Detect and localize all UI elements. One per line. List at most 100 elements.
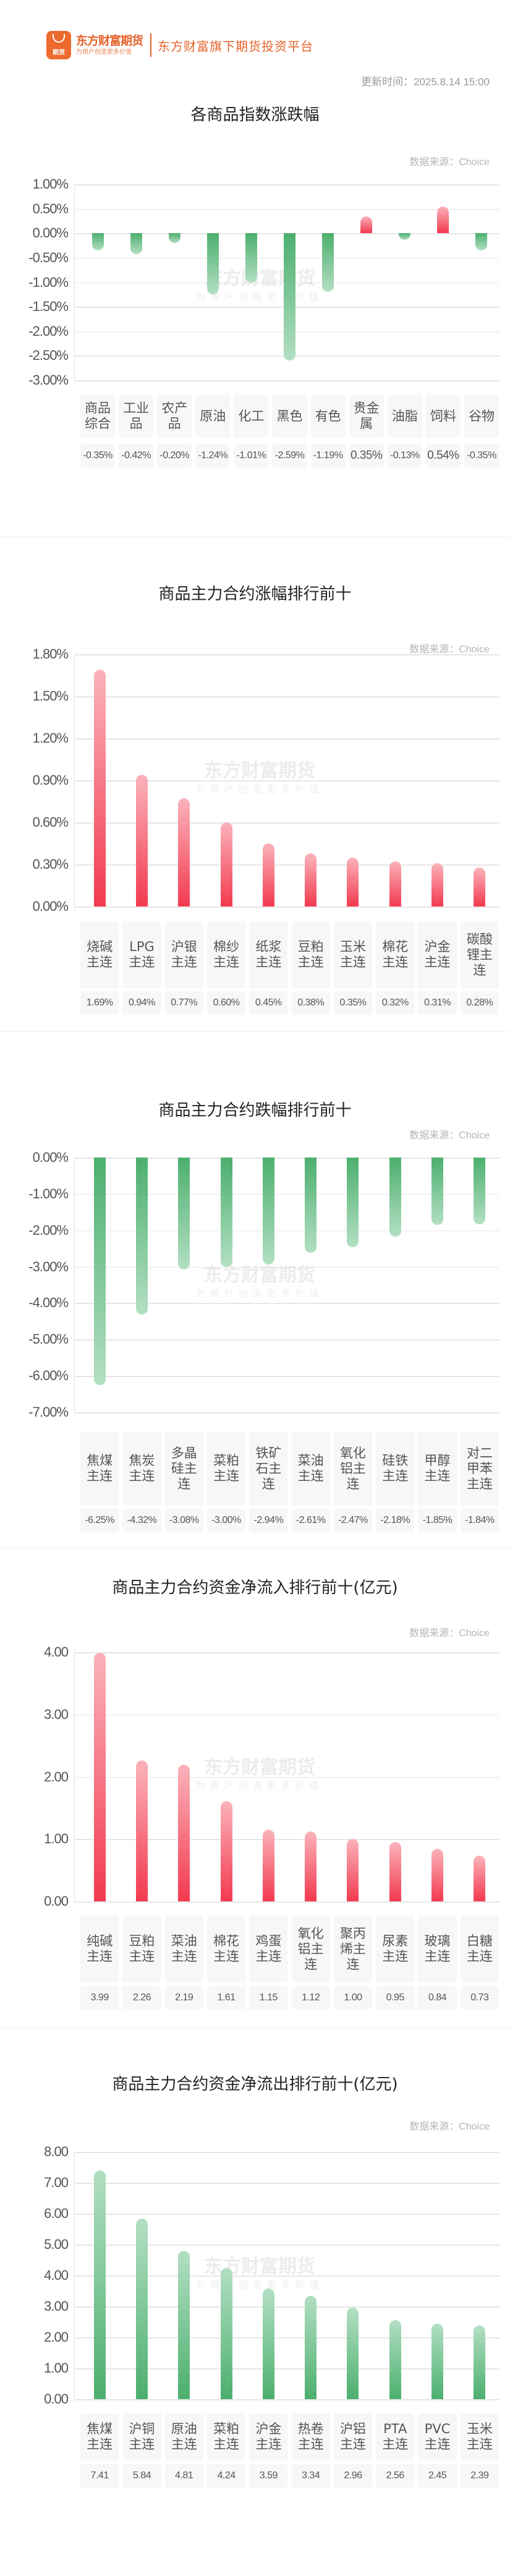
gridline [74,1412,499,1414]
gridline [74,696,499,697]
category-label: 工业品 [119,395,154,438]
gridline [74,2214,499,2215]
category-label: 谷物 [464,395,499,438]
bar-negative [135,1158,148,1315]
value-label: 0.77% [164,991,203,1015]
bar-negative [305,1158,317,1253]
category-label: 沪铝主连 [333,2413,373,2460]
y-tick-label: 1.50% [32,688,69,704]
bar-positive [347,1839,359,1901]
value-label: 0.94% [122,991,161,1015]
bar-positive [220,2268,232,2399]
value-label: 0.73 [460,1986,499,2010]
y-tick-label: 1.80% [32,646,69,662]
bar-positive [360,216,373,234]
bar-negative [431,1158,444,1225]
brand-subtitle: 为用户创造更多价值 [76,49,132,56]
bar-positive [93,669,106,906]
value-label: 3.59 [249,2464,288,2488]
category-label: 热卷主连 [291,2413,330,2460]
category-label: 甲醇主连 [418,1431,457,1506]
category-label: 沪金主连 [418,921,457,988]
gridline [74,1193,499,1195]
y-tick-label: 8.00 [44,2144,69,2159]
gridline [74,2275,499,2277]
watermark-subtext: 为用户创造更多价值 [195,1780,324,1792]
watermark-text: 东方财富期货 [204,1757,315,1779]
gridline [74,1339,499,1341]
y-tick-label: -1.50% [28,299,69,315]
section-divider [0,1031,510,1032]
gridline [74,1652,499,1653]
bar-negative [91,233,104,250]
value-label: 2.26 [122,1986,161,2010]
data-source-label: 数据来源：Choice [409,157,490,168]
y-tick-label: 1.00 [44,2360,69,2376]
bar-positive [305,853,317,906]
value-label: 0.95 [376,1986,415,2010]
value-label: 5.84 [122,2464,161,2488]
value-label: -0.13% [387,444,422,467]
value-label: -0.35% [464,444,499,467]
y-tick-label: -2.00% [28,323,69,339]
category-label: 棉纱主连 [206,921,246,988]
value-label: -0.35% [80,444,116,467]
bar-negative [399,233,411,240]
value-label: -0.42% [119,444,154,467]
gridline [74,1266,499,1268]
y-tick-label: 4.00 [44,1644,69,1660]
value-label: 2.19 [164,1986,203,2010]
bar-negative [347,1158,359,1248]
watermark-text: 东方财富期货 [204,1264,315,1286]
value-label: 1.12 [291,1986,330,2010]
y-tick-label: 1.00 [44,1831,69,1847]
category-label: 棉花主连 [206,1916,246,1982]
gridline [74,1158,499,1159]
gridline [74,1776,499,1778]
y-tick-label: 1.20% [32,730,69,746]
y-axis-line [74,1158,75,1414]
value-label: 2.45 [418,2464,457,2488]
value-label: -3.08% [164,1509,203,1532]
brand-slogan: 东方财富旗下期货投资平台 [158,38,314,54]
category-label: 纸浆主连 [249,921,288,988]
section-title: 商品主力合约资金净流出排行前十(亿元) [112,2075,398,2094]
watermark-text: 东方财富期货 [204,760,315,782]
category-label: 菜粕主连 [206,2413,246,2460]
watermark-subtext: 为用户创造更多价值 [195,2279,324,2290]
section-divider [0,2028,510,2029]
category-label: 豆粕主连 [291,921,330,988]
update-time: 更新时间：2025.8.14 15:00 [361,76,490,88]
category-label: 烧碱主连 [80,921,119,988]
y-tick-label: 1.00% [32,176,69,192]
bar-positive [431,863,444,906]
watermark-logo: 东方财富期货 为用户创造更多价值 [189,755,331,795]
category-label: 多晶硅主连 [164,1431,203,1506]
category-label: 贵金属 [349,395,384,438]
category-label: 纯碱主连 [80,1916,119,1982]
y-tick-label: 4.00 [44,2267,69,2283]
y-tick-label: 7.00 [44,2175,69,2190]
y-tick-label: 0.00 [44,1893,69,1909]
y-tick-label: 5.00 [44,2237,69,2252]
value-label: 2.96 [333,2464,373,2488]
y-tick-label: 0.00% [32,898,69,914]
value-label: -4.32% [122,1509,161,1532]
value-label: 0.31% [418,991,457,1015]
y-tick-label: 3.00 [44,1706,69,1722]
gridline [74,1839,499,1840]
bar-positive [262,2288,274,2399]
gridline [74,906,499,908]
value-label: 4.81 [164,2464,203,2488]
bar-positive [178,1765,190,1901]
gridline [74,1901,499,1903]
bar-negative [389,1158,401,1237]
y-tick-label: -0.50% [28,249,69,265]
value-label: -2.94% [249,1509,288,1532]
section-title: 商品主力合约涨幅排行前十 [158,585,352,603]
category-label: 焦煤主连 [80,2413,119,2460]
bar-positive [135,774,148,906]
bar-negative [322,233,334,292]
value-label: -2.59% [272,444,307,467]
category-label: 沪铜主连 [122,2413,161,2460]
